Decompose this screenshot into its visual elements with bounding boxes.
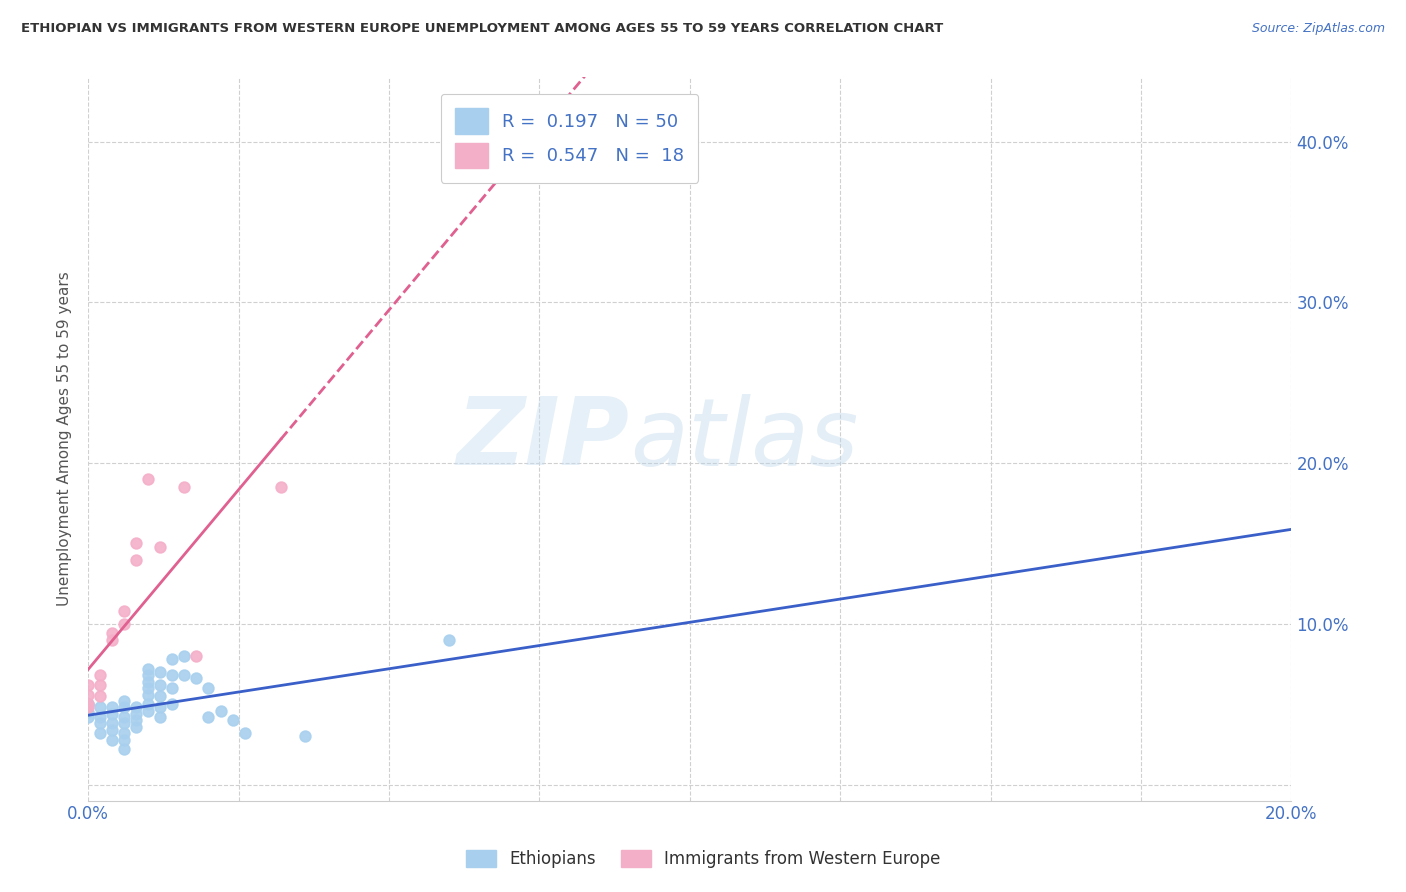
Text: ETHIOPIAN VS IMMIGRANTS FROM WESTERN EUROPE UNEMPLOYMENT AMONG AGES 55 TO 59 YEA: ETHIOPIAN VS IMMIGRANTS FROM WESTERN EUR… xyxy=(21,22,943,36)
Point xyxy=(149,689,172,703)
Point xyxy=(125,706,148,721)
Point xyxy=(186,648,208,663)
Point xyxy=(136,681,159,695)
Point xyxy=(136,674,159,689)
Text: atlas: atlas xyxy=(630,393,858,484)
Point xyxy=(162,652,184,666)
Point xyxy=(77,705,100,719)
Point xyxy=(197,681,219,695)
Point xyxy=(125,720,148,734)
Point xyxy=(125,713,148,727)
Point xyxy=(136,697,159,711)
Point xyxy=(77,700,100,714)
Point xyxy=(294,729,316,743)
Point xyxy=(233,726,256,740)
Point xyxy=(221,713,243,727)
Point xyxy=(149,540,172,554)
Point xyxy=(186,672,208,686)
Point xyxy=(136,472,159,486)
Point xyxy=(112,716,135,731)
Text: ZIP: ZIP xyxy=(457,393,630,485)
Point xyxy=(77,710,100,724)
Point xyxy=(77,697,100,711)
Point xyxy=(149,678,172,692)
Point xyxy=(112,700,135,714)
Point xyxy=(89,668,111,682)
Point xyxy=(437,632,460,647)
Point xyxy=(77,678,100,692)
Point xyxy=(173,668,195,682)
Y-axis label: Unemployment Among Ages 55 to 59 years: Unemployment Among Ages 55 to 59 years xyxy=(58,272,72,607)
Point xyxy=(101,626,124,640)
Point xyxy=(112,742,135,756)
Point xyxy=(89,710,111,724)
Point xyxy=(101,700,124,714)
Point xyxy=(136,662,159,676)
Point xyxy=(149,710,172,724)
Legend: R =  0.197   N = 50, R =  0.547   N =  18: R = 0.197 N = 50, R = 0.547 N = 18 xyxy=(440,94,699,183)
Legend: Ethiopians, Immigrants from Western Europe: Ethiopians, Immigrants from Western Euro… xyxy=(458,843,948,875)
Point xyxy=(136,688,159,702)
Point xyxy=(149,665,172,679)
Point xyxy=(77,697,100,711)
Point xyxy=(162,697,184,711)
Point xyxy=(101,723,124,737)
Point xyxy=(112,710,135,724)
Point xyxy=(89,689,111,703)
Point xyxy=(173,480,195,494)
Point xyxy=(101,632,124,647)
Point xyxy=(89,716,111,731)
Point xyxy=(112,616,135,631)
Point xyxy=(101,716,124,731)
Point xyxy=(89,726,111,740)
Point xyxy=(270,480,292,494)
Point xyxy=(136,704,159,718)
Point xyxy=(197,710,219,724)
Point xyxy=(101,732,124,747)
Text: Source: ZipAtlas.com: Source: ZipAtlas.com xyxy=(1251,22,1385,36)
Point xyxy=(101,706,124,721)
Point xyxy=(77,688,100,702)
Point xyxy=(112,694,135,708)
Point xyxy=(209,704,232,718)
Point xyxy=(89,678,111,692)
Point xyxy=(112,604,135,618)
Point xyxy=(162,681,184,695)
Point xyxy=(162,668,184,682)
Point xyxy=(149,700,172,714)
Point xyxy=(89,700,111,714)
Point xyxy=(173,648,195,663)
Point xyxy=(112,732,135,747)
Point xyxy=(125,700,148,714)
Point xyxy=(77,697,100,711)
Point xyxy=(125,552,148,566)
Point xyxy=(125,536,148,550)
Point xyxy=(136,668,159,682)
Point xyxy=(112,726,135,740)
